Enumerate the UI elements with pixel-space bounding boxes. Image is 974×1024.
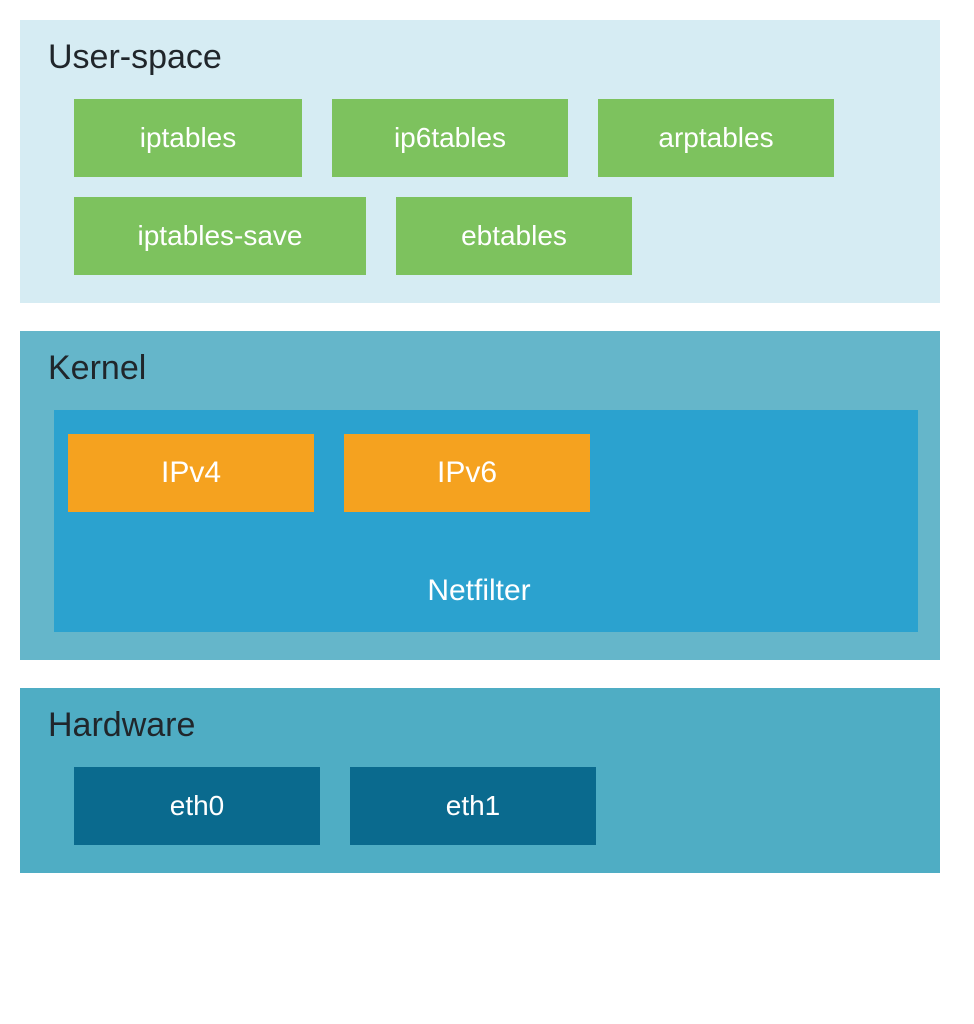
row: iptables ip6tables arptables: [48, 99, 912, 177]
box-arptables: arptables: [598, 99, 834, 177]
row: iptables-save ebtables: [48, 197, 912, 275]
netfilter-panel: IPv4 IPv6 Netfilter: [54, 410, 918, 632]
row: eth0 eth1: [48, 767, 912, 845]
box-ip6tables: ip6tables: [332, 99, 568, 177]
row: IPv4 IPv6: [54, 434, 904, 512]
layer-title-kernel: Kernel: [48, 349, 912, 388]
box-ebtables: ebtables: [396, 197, 632, 275]
layer-title-userspace: User-space: [48, 38, 912, 77]
netfilter-label: Netfilter: [54, 574, 904, 608]
box-ipv4: IPv4: [68, 434, 314, 512]
layer-kernel: Kernel IPv4 IPv6 Netfilter: [20, 331, 940, 660]
layer-userspace: User-space iptables ip6tables arptables …: [20, 20, 940, 303]
box-ipv6: IPv6: [344, 434, 590, 512]
layer-hardware: Hardware eth0 eth1: [20, 688, 940, 873]
box-iptables-save: iptables-save: [74, 197, 366, 275]
box-iptables: iptables: [74, 99, 302, 177]
layer-title-hardware: Hardware: [48, 706, 912, 745]
box-eth0: eth0: [74, 767, 320, 845]
box-eth1: eth1: [350, 767, 596, 845]
